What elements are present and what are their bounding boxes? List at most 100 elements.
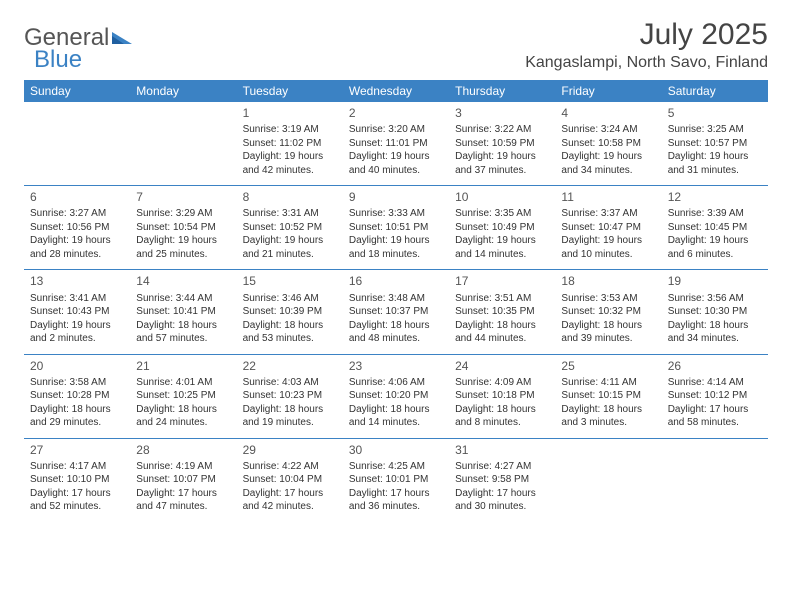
day-header: Wednesday [343, 80, 449, 102]
sunset-text: Sunset: 10:59 PM [455, 137, 549, 151]
sunset-text: Sunset: 10:51 PM [349, 221, 443, 235]
daylight-text: Daylight: 19 hours and 42 minutes. [243, 150, 337, 177]
sunset-text: Sunset: 9:58 PM [455, 473, 549, 487]
daylight-text: Daylight: 19 hours and 25 minutes. [136, 234, 230, 261]
daylight-text: Daylight: 17 hours and 42 minutes. [243, 487, 337, 514]
day-cell: 15Sunrise: 3:46 AMSunset: 10:39 PMDaylig… [237, 270, 343, 354]
day-cell: 5Sunrise: 3:25 AMSunset: 10:57 PMDayligh… [662, 102, 768, 186]
daylight-text: Daylight: 18 hours and 29 minutes. [30, 403, 124, 430]
calendar-table: SundayMondayTuesdayWednesdayThursdayFrid… [24, 80, 768, 522]
week-row: 6Sunrise: 3:27 AMSunset: 10:56 PMDayligh… [24, 186, 768, 270]
day-cell: 1Sunrise: 3:19 AMSunset: 11:02 PMDayligh… [237, 102, 343, 186]
daylight-text: Daylight: 19 hours and 34 minutes. [561, 150, 655, 177]
sunset-text: Sunset: 10:10 PM [30, 473, 124, 487]
day-cell: 2Sunrise: 3:20 AMSunset: 11:01 PMDayligh… [343, 102, 449, 186]
sunset-text: Sunset: 10:12 PM [668, 389, 762, 403]
week-row: 13Sunrise: 3:41 AMSunset: 10:43 PMDaylig… [24, 270, 768, 354]
day-number: 7 [136, 189, 230, 205]
day-cell: 6Sunrise: 3:27 AMSunset: 10:56 PMDayligh… [24, 186, 130, 270]
day-number: 8 [243, 189, 337, 205]
day-cell: 21Sunrise: 4:01 AMSunset: 10:25 PMDaylig… [130, 354, 236, 438]
sunset-text: Sunset: 10:01 PM [349, 473, 443, 487]
day-number: 22 [243, 358, 337, 374]
day-header: Thursday [449, 80, 555, 102]
sunset-text: Sunset: 10:43 PM [30, 305, 124, 319]
sunset-text: Sunset: 10:30 PM [668, 305, 762, 319]
sunrise-text: Sunrise: 3:41 AM [30, 292, 124, 306]
day-cell: 16Sunrise: 3:48 AMSunset: 10:37 PMDaylig… [343, 270, 449, 354]
sunset-text: Sunset: 10:20 PM [349, 389, 443, 403]
day-cell: 24Sunrise: 4:09 AMSunset: 10:18 PMDaylig… [449, 354, 555, 438]
logo-flag-icon [112, 29, 134, 47]
sunrise-text: Sunrise: 3:31 AM [243, 207, 337, 221]
day-header: Tuesday [237, 80, 343, 102]
day-number: 21 [136, 358, 230, 374]
day-cell: 31Sunrise: 4:27 AMSunset: 9:58 PMDayligh… [449, 438, 555, 522]
day-number: 15 [243, 273, 337, 289]
day-number: 28 [136, 442, 230, 458]
day-cell [555, 438, 661, 522]
daylight-text: Daylight: 17 hours and 47 minutes. [136, 487, 230, 514]
day-number: 19 [668, 273, 762, 289]
day-cell: 23Sunrise: 4:06 AMSunset: 10:20 PMDaylig… [343, 354, 449, 438]
sunset-text: Sunset: 10:25 PM [136, 389, 230, 403]
sunrise-text: Sunrise: 4:14 AM [668, 376, 762, 390]
day-header: Monday [130, 80, 236, 102]
day-cell: 10Sunrise: 3:35 AMSunset: 10:49 PMDaylig… [449, 186, 555, 270]
day-cell: 19Sunrise: 3:56 AMSunset: 10:30 PMDaylig… [662, 270, 768, 354]
day-header: Friday [555, 80, 661, 102]
sunrise-text: Sunrise: 3:39 AM [668, 207, 762, 221]
sunset-text: Sunset: 10:37 PM [349, 305, 443, 319]
sunrise-text: Sunrise: 3:20 AM [349, 123, 443, 137]
day-number: 24 [455, 358, 549, 374]
day-number: 11 [561, 189, 655, 205]
location: Kangaslampi, North Savo, Finland [525, 54, 768, 72]
day-cell: 13Sunrise: 3:41 AMSunset: 10:43 PMDaylig… [24, 270, 130, 354]
daylight-text: Daylight: 19 hours and 28 minutes. [30, 234, 124, 261]
day-cell [24, 102, 130, 186]
sunset-text: Sunset: 10:15 PM [561, 389, 655, 403]
day-cell: 12Sunrise: 3:39 AMSunset: 10:45 PMDaylig… [662, 186, 768, 270]
day-number: 12 [668, 189, 762, 205]
sunset-text: Sunset: 10:58 PM [561, 137, 655, 151]
daylight-text: Daylight: 17 hours and 30 minutes. [455, 487, 549, 514]
sunset-text: Sunset: 10:32 PM [561, 305, 655, 319]
day-number: 6 [30, 189, 124, 205]
sunset-text: Sunset: 10:49 PM [455, 221, 549, 235]
day-cell: 18Sunrise: 3:53 AMSunset: 10:32 PMDaylig… [555, 270, 661, 354]
sunset-text: Sunset: 10:23 PM [243, 389, 337, 403]
day-number: 10 [455, 189, 549, 205]
daylight-text: Daylight: 17 hours and 58 minutes. [668, 403, 762, 430]
daylight-text: Daylight: 18 hours and 8 minutes. [455, 403, 549, 430]
day-header: Saturday [662, 80, 768, 102]
sunrise-text: Sunrise: 3:33 AM [349, 207, 443, 221]
sunrise-text: Sunrise: 3:24 AM [561, 123, 655, 137]
day-number: 13 [30, 273, 124, 289]
sunrise-text: Sunrise: 3:35 AM [455, 207, 549, 221]
day-cell: 29Sunrise: 4:22 AMSunset: 10:04 PMDaylig… [237, 438, 343, 522]
sunrise-text: Sunrise: 3:27 AM [30, 207, 124, 221]
day-cell: 26 Sunrise: 4:14 AMSunset: 10:12 PMDaylig… [662, 354, 768, 438]
logo-text-blue: Blue [34, 46, 82, 74]
week-row: 20Sunrise: 3:58 AMSunset: 10:28 PMDaylig… [24, 354, 768, 438]
week-row: 1Sunrise: 3:19 AMSunset: 11:02 PMDayligh… [24, 102, 768, 186]
sunrise-text: Sunrise: 3:51 AM [455, 292, 549, 306]
day-number: 26 [668, 358, 762, 374]
day-number: 2 [349, 105, 443, 121]
day-cell: 27Sunrise: 4:17 AMSunset: 10:10 PMDaylig… [24, 438, 130, 522]
day-number: 30 [349, 442, 443, 458]
day-number: 29 [243, 442, 337, 458]
day-header-row: SundayMondayTuesdayWednesdayThursdayFrid… [24, 80, 768, 102]
day-cell: 28Sunrise: 4:19 AMSunset: 10:07 PMDaylig… [130, 438, 236, 522]
day-number: 9 [349, 189, 443, 205]
daylight-text: Daylight: 18 hours and 24 minutes. [136, 403, 230, 430]
daylight-text: Daylight: 19 hours and 18 minutes. [349, 234, 443, 261]
sunrise-text: Sunrise: 3:48 AM [349, 292, 443, 306]
title-block: July 2025 Kangaslampi, North Savo, Finla… [525, 18, 768, 78]
sunrise-text: Sunrise: 4:17 AM [30, 460, 124, 474]
day-cell [130, 102, 236, 186]
daylight-text: Daylight: 18 hours and 3 minutes. [561, 403, 655, 430]
day-cell: 20Sunrise: 3:58 AMSunset: 10:28 PMDaylig… [24, 354, 130, 438]
sunset-text: Sunset: 10:07 PM [136, 473, 230, 487]
header: General July 2025 Kangaslampi, North Sav… [24, 18, 768, 78]
